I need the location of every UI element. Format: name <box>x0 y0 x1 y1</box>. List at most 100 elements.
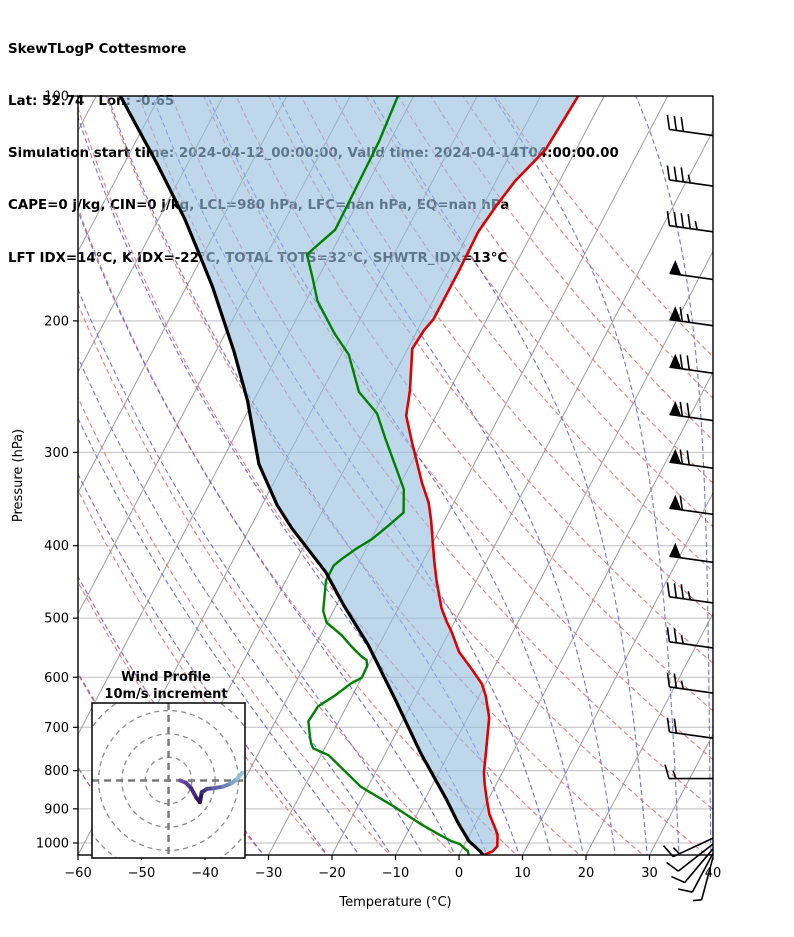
wind-barb-feather <box>673 673 678 689</box>
isotherm-line <box>78 96 224 374</box>
wind-barb-feather <box>671 875 686 884</box>
wind-barb-halffeather <box>680 680 685 690</box>
moist-adiabat-line <box>743 96 755 859</box>
title-line: SkewTLogP Cottesmore <box>8 41 187 57</box>
wind-barb-staff <box>669 595 714 604</box>
pressure-tick-label: 500 <box>44 612 69 627</box>
wind-barb-feather <box>673 212 678 227</box>
hodograph-title: Wind Profile <box>121 670 211 685</box>
wind-barb <box>666 717 714 739</box>
wind-barb <box>669 306 714 327</box>
parcel-curve <box>118 96 485 855</box>
temperature-tick-label: 40 <box>705 866 722 881</box>
wind-barb <box>666 165 714 187</box>
isotherm-line <box>331 129 713 855</box>
moist-adiabat-line <box>78 287 424 855</box>
temperature-curve <box>404 96 580 855</box>
pressure-axis-label: Pressure (hPa) <box>11 429 26 522</box>
wind-barb-feather <box>673 166 678 182</box>
temperature-axis-label: Temperature (°C) <box>338 895 451 910</box>
temperature-tick-label: 10 <box>514 866 531 881</box>
wind-barb-feather <box>680 213 685 228</box>
wind-barb <box>669 353 714 374</box>
temperature-tick-label: −30 <box>255 866 282 881</box>
wind-barb-feather <box>666 672 671 688</box>
moist-adiabat-line <box>78 416 360 855</box>
moist-adiabat-line <box>78 355 392 855</box>
dry-adiabat-line <box>365 96 713 528</box>
pressure-tick-label: 900 <box>44 802 69 817</box>
wind-barb-column <box>662 114 714 902</box>
wind-barb-halffeather <box>693 899 702 902</box>
wind-barb <box>669 494 714 516</box>
wind-barb-feather <box>666 717 671 733</box>
wind-barb <box>666 582 714 604</box>
wind-barb-feather <box>673 583 678 598</box>
wind-barb-feather <box>673 628 678 643</box>
dry-adiabat-line <box>78 396 391 855</box>
wind-barb-halffeather <box>687 174 692 184</box>
dry-adiabat-line <box>495 96 713 358</box>
pressure-tick-label: 700 <box>44 721 69 736</box>
wind-barb-feather <box>666 211 671 226</box>
wind-barb-staff <box>672 837 714 858</box>
wind-barb-staff <box>700 857 714 901</box>
wind-barb-feather <box>673 718 678 734</box>
pressure-tick-label: 800 <box>44 764 69 779</box>
dry-adiabat-line <box>78 106 581 855</box>
wind-barb-staff <box>677 843 714 872</box>
wind-barb-halffeather <box>687 591 692 600</box>
wind-barb-staff <box>669 640 714 649</box>
wind-barb-feather <box>673 115 678 131</box>
pressure-tick-label: 200 <box>44 314 69 329</box>
wind-barb-staff <box>691 852 714 893</box>
pressure-tick-label: 100 <box>44 90 69 105</box>
wind-barb <box>666 114 714 137</box>
wind-barb-pennant <box>669 494 682 510</box>
wind-barb <box>669 542 714 564</box>
pressure-tick-label: 1000 <box>36 837 69 852</box>
temperature-tick-label: 20 <box>578 866 595 881</box>
wind-barb-feather <box>679 495 684 511</box>
isotherm-line <box>712 853 713 855</box>
wind-barb-pennant <box>669 259 682 275</box>
wind-barb-halffeather <box>672 847 681 855</box>
wind-barb-halffeather <box>694 221 698 230</box>
dry-adiabat-line <box>78 206 518 855</box>
moist-adiabat-line <box>492 96 680 855</box>
wind-barb-feather <box>686 402 691 418</box>
wind-barb-feather <box>679 401 684 417</box>
dry-adiabat-line <box>203 96 713 761</box>
wind-barb-feather <box>679 449 684 464</box>
wind-barb-pennant <box>669 306 682 322</box>
wind-barb <box>666 672 714 694</box>
isotherm-line <box>522 491 713 855</box>
wind-barb-feather <box>687 214 692 229</box>
wind-barb-halffeather <box>672 770 677 779</box>
wind-barb-halffeather <box>680 635 685 644</box>
wind-barb-feather <box>666 582 671 597</box>
wind-barb-halffeather <box>686 313 691 323</box>
dewpoint-curve <box>305 96 472 855</box>
wind-barb <box>677 852 714 893</box>
wind-barb-pennant <box>669 353 682 369</box>
hodograph-inset: Wind Profile 10m/s increment <box>91 670 246 859</box>
wind-barb <box>693 857 714 902</box>
dry-adiabat-line <box>105 96 644 855</box>
wind-barb-pennant <box>669 542 682 558</box>
hodograph-grid <box>92 703 245 858</box>
temperature-tick-label: −10 <box>382 866 409 881</box>
wind-barb <box>666 843 714 872</box>
hodograph-trace-segment <box>235 770 245 781</box>
wind-barb-feather <box>666 861 679 872</box>
wind-barb-feather <box>677 888 693 893</box>
temperature-tick-label: −50 <box>128 866 155 881</box>
wind-barb <box>669 401 714 422</box>
wind-barb-feather <box>679 306 684 322</box>
wind-barb-feather <box>666 114 671 130</box>
wind-barb-feather <box>666 627 671 642</box>
wind-barb-feather <box>664 764 670 779</box>
isotherm-line <box>585 612 713 855</box>
wind-barb-pennant <box>669 401 682 417</box>
